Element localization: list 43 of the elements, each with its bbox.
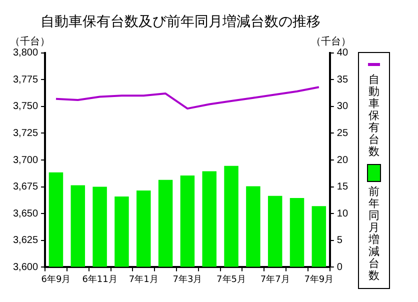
x-tick-label: 7年1月	[128, 274, 158, 285]
bar	[180, 176, 195, 267]
bar	[48, 172, 64, 267]
y2-tick-label: 5	[336, 235, 343, 246]
bar	[158, 180, 173, 267]
y2-tick-label: 35	[336, 74, 348, 86]
bar	[312, 206, 326, 267]
bar	[92, 186, 107, 267]
bar	[246, 186, 260, 267]
y-tick-label: 3,750	[12, 101, 38, 112]
y2-tick-label: 30	[336, 101, 348, 112]
y2-tick-label: 0	[336, 262, 343, 273]
y-tick-label: 3,800	[12, 48, 38, 59]
x-tick-label: 7年3月	[172, 274, 202, 285]
y-tick-label: 3,650	[12, 208, 38, 220]
y-tick-label: 3,675	[12, 182, 38, 193]
y2-tick-label: 10	[336, 208, 348, 220]
legend-label: 前年同月増減台数	[368, 185, 380, 282]
x-tick-label: 7年5月	[216, 274, 246, 285]
bar	[114, 196, 129, 267]
bar	[70, 185, 86, 267]
x-tick-label: 7年7月	[260, 274, 290, 285]
y-tick-label: 3,725	[12, 128, 38, 139]
x-tick-label: 6年9月	[41, 274, 71, 285]
bar	[290, 198, 304, 267]
y2-tick-label: 40	[336, 48, 348, 59]
chart-title: 自動車保有台数及び前年同月増減台数の推移	[40, 13, 320, 30]
x-tick-label: 6年11月	[82, 274, 118, 285]
y2-axis-title: （千台）	[311, 36, 351, 48]
y-tick-label: 3,700	[12, 154, 38, 166]
bar	[136, 190, 151, 267]
y2-tick-label: 20	[336, 154, 348, 166]
bar	[268, 196, 282, 267]
x-tick-label: 7年9月	[304, 274, 334, 285]
y2-tick-label: 15	[336, 182, 348, 193]
y-tick-label: 3,600	[12, 262, 38, 273]
bar	[224, 166, 238, 267]
y2-tick-label: 25	[336, 128, 348, 139]
legend-label: 自動車保有台数	[368, 73, 380, 158]
y-axis-title: （千台）	[10, 36, 50, 48]
y-tick-label: 3,775	[12, 74, 38, 86]
bar	[202, 171, 216, 267]
y-tick-label: 3,625	[12, 235, 38, 246]
